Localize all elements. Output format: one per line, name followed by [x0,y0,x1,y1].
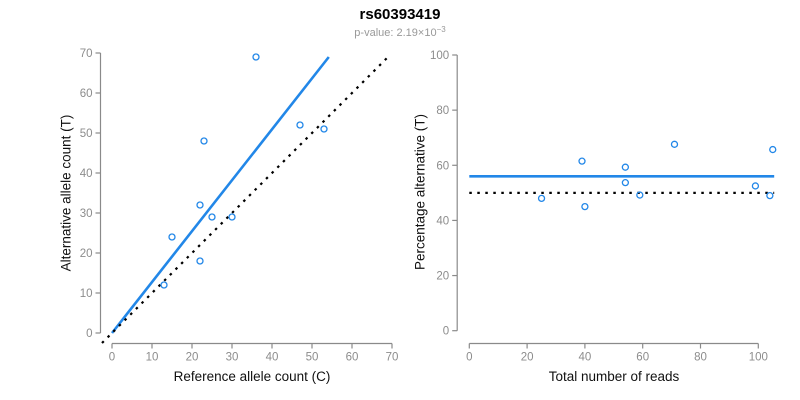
x-tick-label: 60 [346,352,359,364]
x-tick-label: 60 [636,352,649,364]
y-tick-label: 60 [80,88,93,100]
x-tick-label: 20 [521,352,534,364]
data-point [200,137,208,145]
y-tick-label: 80 [436,105,449,117]
x-tick-label: 0 [109,352,115,364]
x-tick-label: 50 [306,352,319,364]
data-point [208,213,216,221]
y-tick-label: 30 [80,208,93,220]
x-tick-label: 20 [186,352,199,364]
x-tick-label: 70 [386,352,399,364]
data-point [621,163,630,171]
data-point [228,213,236,221]
x-tick-label: 10 [146,352,159,364]
data-point [766,191,774,200]
y-tick-label: 40 [80,168,93,180]
y-tick-label: 0 [443,326,449,338]
y-tick-label: 40 [436,215,449,227]
right-y-axis-title: Percentage alternative (T) [412,113,428,271]
fit-line [110,56,330,334]
x-tick-label: 40 [266,352,279,364]
allele-counts-plot: 0 10 20 30 40 50 60 70 0 10 20 30 40 50 60 70 [80,48,399,364]
y-tick-label: 50 [80,128,93,140]
data-point [196,201,204,209]
y-tick-label: 20 [436,271,449,283]
data-point [769,145,777,154]
data-point [621,178,630,187]
data-point [252,53,260,61]
x-tick-label: 40 [579,352,592,364]
data-point [751,182,760,190]
percentage-vs-coverage-plot: 0 20 40 60 80 100 0 20 40 60 80 100 [430,50,777,364]
x-tick-label: 80 [694,352,707,364]
pvalue-exponent: −3 [436,25,446,34]
snp-id: rs60393419 [359,6,441,23]
right-x-axis-title: Total number of reads [548,369,680,384]
identity-line [101,56,389,344]
x-tick-label: 0 [466,352,472,364]
pvalue-base: 2.19×10 [396,27,437,39]
data-point [636,191,644,199]
data-point [581,202,589,211]
data-point [296,121,304,129]
data-point [537,194,546,203]
left-y-axis-title: Alternative allele count (T) [58,114,74,272]
pvalue-subtitle: p-value: 2.19×10−3 [0,25,800,39]
page-title: rs60393419 [0,6,800,23]
y-tick-label: 60 [436,160,449,172]
y-tick-label: 20 [80,248,93,260]
x-tick-label: 30 [226,352,239,364]
pvalue-label: p-value: [354,27,397,39]
data-point [168,233,176,241]
data-point [670,140,679,148]
y-tick-label: 10 [80,288,93,300]
y-tick-label: 100 [430,50,449,62]
x-tick-label: 100 [749,352,768,364]
y-tick-label: 0 [86,328,92,340]
data-point [196,257,204,265]
data-point [320,125,328,133]
data-point [578,157,586,165]
y-tick-label: 70 [80,48,93,60]
data-point [160,281,168,289]
left-x-axis-title: Reference allele count (C) [173,369,331,384]
